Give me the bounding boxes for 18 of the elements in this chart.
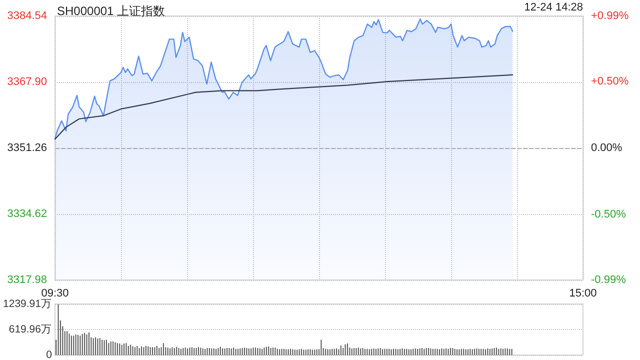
y-tick-label: 1239.91万 [3, 298, 52, 310]
y-tick-label: 0 [46, 349, 52, 360]
y2-tick-label: +0.50% [591, 75, 629, 88]
x-tick-label: 15:00 [569, 288, 597, 300]
y2-tick-label: 0.00% [591, 142, 622, 154]
y-tick-label: 3351.26 [7, 142, 47, 154]
y-tick-label: 619.96万 [8, 324, 52, 336]
y-tick-label: 3384.54 [7, 10, 47, 22]
x-tick-label: 09:30 [41, 288, 69, 300]
y-tick-label: 3317.98 [7, 274, 47, 286]
text: 12-24 14:28 [524, 2, 583, 14]
y2-tick-label: -0.50% [591, 208, 626, 221]
chart-title: SH000001 上证指数 [57, 4, 166, 18]
y-tick-label: 3334.62 [7, 208, 47, 220]
y-tick-label: 3367.90 [7, 76, 47, 88]
line-series [54, 74, 514, 140]
y2-tick-label: -0.99% [591, 274, 626, 286]
y2-tick-label: +0.99% [591, 10, 629, 22]
